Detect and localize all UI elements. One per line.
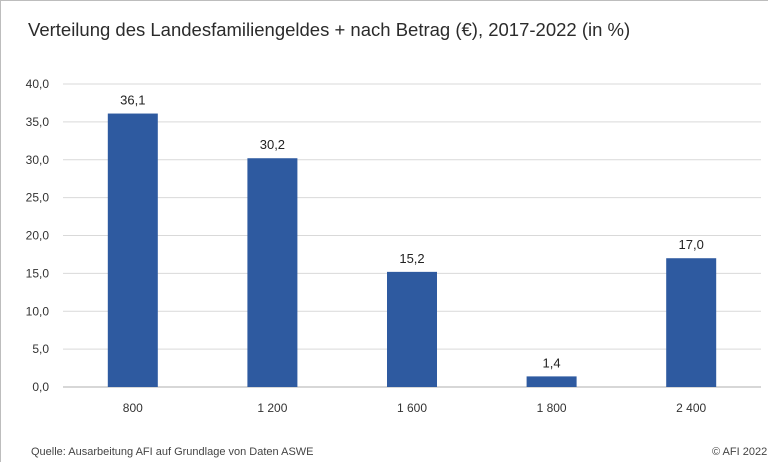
data-label: 36,1 bbox=[120, 93, 145, 108]
bar bbox=[666, 258, 717, 387]
bar bbox=[526, 376, 577, 387]
bar bbox=[247, 158, 298, 387]
y-tick-label: 15,0 bbox=[26, 266, 50, 280]
y-tick-label: 25,0 bbox=[26, 191, 50, 205]
y-tick-label: 10,0 bbox=[26, 304, 50, 318]
x-tick-label: 2 400 bbox=[676, 401, 706, 415]
x-tick-label: 1 200 bbox=[257, 401, 287, 415]
y-tick-label: 0,0 bbox=[32, 380, 49, 394]
y-tick-label: 5,0 bbox=[32, 342, 49, 356]
copyright-note: © AFI 2022 bbox=[712, 446, 768, 458]
y-tick-label: 40,0 bbox=[26, 77, 50, 91]
x-tick-label: 1 800 bbox=[537, 401, 567, 415]
bar-chart: 0,0 5,0 10,0 15,0 20,0 25,0 30,0 35,0 40,0 36,1 80… bbox=[26, 77, 761, 415]
y-tick-label: 35,0 bbox=[26, 115, 50, 129]
y-tick-label: 30,0 bbox=[26, 153, 50, 167]
y-tick-label: 20,0 bbox=[26, 229, 50, 243]
x-tick-label: 800 bbox=[123, 401, 143, 415]
data-label: 30,2 bbox=[260, 137, 285, 152]
data-label: 1,4 bbox=[543, 355, 561, 370]
source-note: Quelle: Ausarbeitung AFI auf Grundlage v… bbox=[31, 446, 314, 458]
bar bbox=[387, 271, 437, 387]
x-tick-label: 1 600 bbox=[397, 401, 427, 415]
chart-title: Verteilung des Landesfamiliengeldes + na… bbox=[28, 19, 631, 40]
data-label: 15,2 bbox=[399, 251, 424, 266]
data-label: 17,0 bbox=[679, 237, 704, 252]
bar bbox=[107, 113, 158, 387]
